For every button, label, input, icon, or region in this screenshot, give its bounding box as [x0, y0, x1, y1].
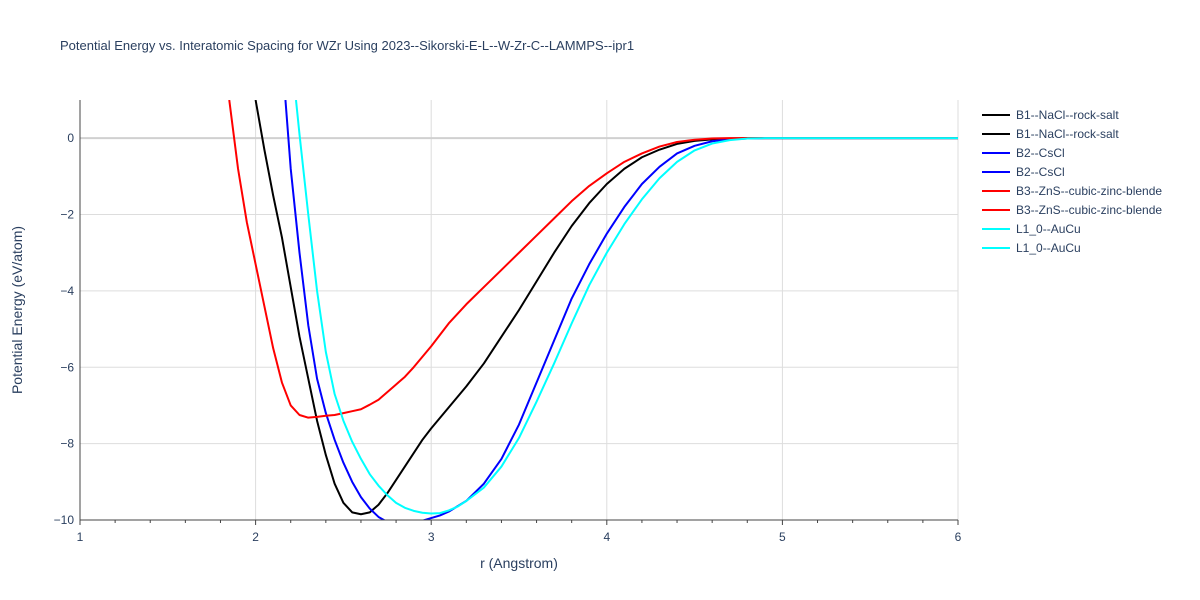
legend-label: B1--NaCl--rock-salt: [1016, 127, 1119, 141]
x-tick-label: 3: [428, 530, 435, 544]
series-layer: [228, 100, 958, 520]
legend-item[interactable]: B3--ZnS--cubic-zinc-blende: [982, 203, 1162, 217]
legend[interactable]: B1--NaCl--rock-salt B1--NaCl--rock-salt B2…: [982, 108, 1162, 255]
x-tick-label: 1: [77, 530, 84, 544]
tick-layer: 1 2 3 4 5 6 0 −2 −4 −6 −8 −10: [54, 100, 962, 544]
chart-title: Potential Energy vs. Interatomic Spacing…: [60, 38, 634, 53]
y-tick-label: −6: [60, 360, 74, 374]
legend-item[interactable]: B1--NaCl--rock-salt: [982, 108, 1119, 122]
series-line-0: [254, 100, 958, 516]
legend-label: B3--ZnS--cubic-zinc-blende: [1016, 184, 1162, 198]
legend-label: B1--NaCl--rock-salt: [1016, 108, 1119, 122]
y-axis-title: Potential Energy (eV/atom): [9, 226, 25, 394]
series-line-6: [294, 100, 958, 515]
x-tick-label: 2: [252, 530, 259, 544]
x-axis-title: r (Angstrom): [480, 555, 558, 571]
legend-item[interactable]: B2--CsCl: [982, 146, 1065, 160]
x-tick-label: 4: [603, 530, 610, 544]
y-tick-label: −2: [60, 208, 74, 222]
y-tick-label: −10: [54, 513, 75, 527]
x-tick-label: 6: [955, 530, 962, 544]
y-tick-label: −8: [60, 437, 74, 451]
x-tick-label: 5: [779, 530, 786, 544]
legend-label: B2--CsCl: [1016, 165, 1065, 179]
legend-item[interactable]: B1--NaCl--rock-salt: [982, 127, 1119, 141]
legend-label: L1_0--AuCu: [1016, 241, 1081, 255]
y-tick-label: −4: [60, 284, 74, 298]
legend-item[interactable]: B3--ZnS--cubic-zinc-blende: [982, 184, 1162, 198]
y-tick-label: 0: [67, 131, 74, 145]
series-line-4: [228, 100, 958, 419]
legend-label: B3--ZnS--cubic-zinc-blende: [1016, 203, 1162, 217]
legend-label: B2--CsCl: [1016, 146, 1065, 160]
legend-item[interactable]: L1_0--AuCu: [982, 222, 1081, 236]
legend-item[interactable]: L1_0--AuCu: [982, 241, 1081, 255]
legend-item[interactable]: B2--CsCl: [982, 165, 1065, 179]
legend-label: L1_0--AuCu: [1016, 222, 1081, 236]
